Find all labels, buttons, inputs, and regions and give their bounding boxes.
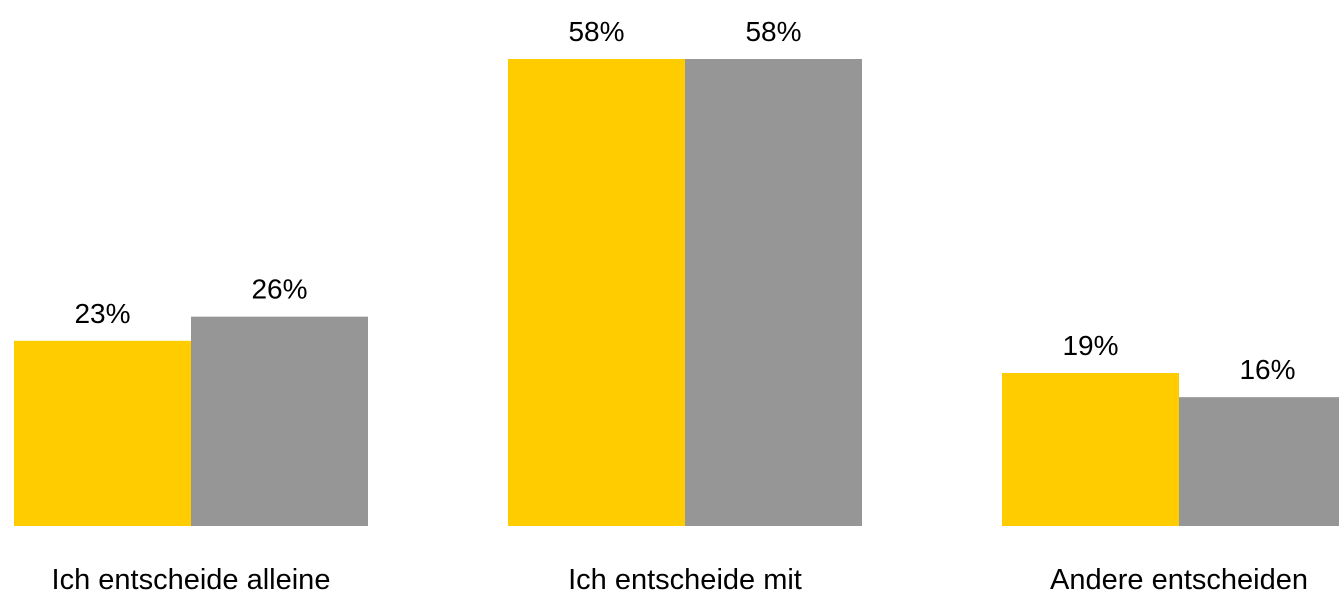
bar-andere-entscheiden-series-2 [1179, 397, 1339, 526]
value-label-ich-entscheide-alleine-series-2: 26% [251, 274, 307, 305]
value-labels-group: 23% 26% 58% 58% 19% 16% [74, 16, 1295, 385]
value-label-andere-entscheiden-series-1: 19% [1062, 330, 1118, 361]
value-label-ich-entscheide-alleine-series-1: 23% [74, 298, 130, 329]
bar-ich-entscheide-alleine-series-2 [191, 316, 368, 526]
value-label-andere-entscheiden-series-2: 16% [1239, 354, 1295, 385]
bar-ich-entscheide-mit-series-2 [685, 59, 862, 526]
bars-group [14, 59, 1339, 526]
value-label-ich-entscheide-mit-series-1: 58% [568, 16, 624, 47]
bar-andere-entscheiden-series-1 [1002, 373, 1179, 526]
category-labels-group: Ich entscheide alleine Ich entscheide mit… [52, 564, 1308, 592]
bar-ich-entscheide-mit-series-1 [508, 59, 685, 526]
category-label-andere-entscheiden: Andere entscheiden [1050, 564, 1308, 592]
category-label-ich-entscheide-alleine: Ich entscheide alleine [52, 564, 331, 592]
value-label-ich-entscheide-mit-series-2: 58% [745, 16, 801, 47]
category-label-ich-entscheide-mit: Ich entscheide mit [568, 564, 802, 592]
bar-ich-entscheide-alleine-series-1 [14, 340, 191, 526]
